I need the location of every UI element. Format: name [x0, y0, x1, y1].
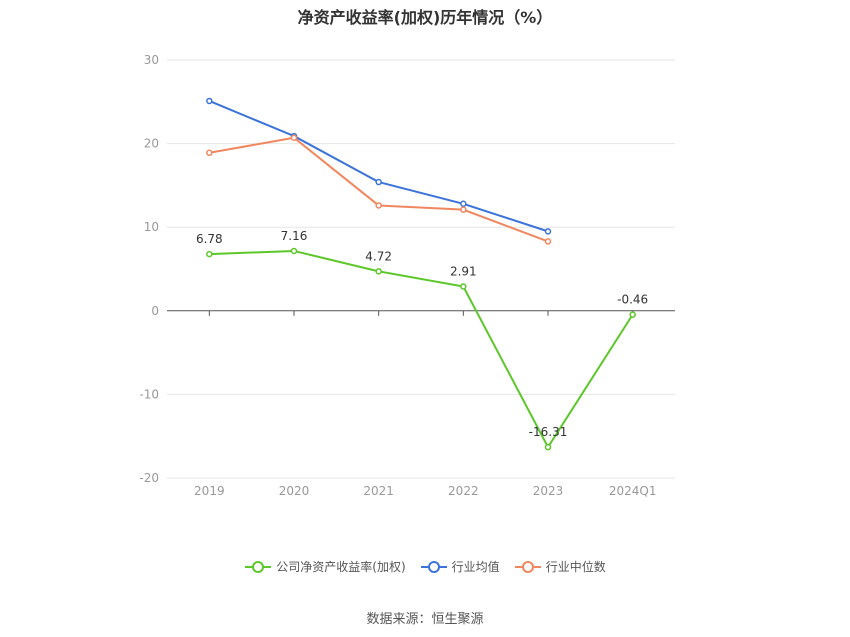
legend-swatch-icon: [514, 560, 541, 573]
grid-lines: [167, 59, 675, 479]
data-point: [290, 247, 298, 255]
legend: 公司净资产收益率(加权) 行业均值 行业中位数: [0, 558, 850, 575]
series-lines: [206, 97, 636, 451]
x-tick-label: 2023: [533, 484, 564, 498]
y-tick-label: -10: [139, 387, 159, 401]
legend-label: 行业中位数: [545, 560, 606, 574]
series-line: [209, 136, 549, 243]
legend-item[interactable]: 公司净资产收益率(加权): [244, 558, 406, 575]
y-tick-label: -20: [139, 471, 159, 485]
data-point: [375, 268, 382, 275]
data-point: [206, 149, 213, 157]
legend-swatch-icon: [420, 560, 447, 573]
chart-title: 净资产收益率(加权)历年情况（%）: [297, 8, 553, 27]
data-point: [544, 238, 552, 245]
legend-swatch-icon: [245, 560, 272, 573]
x-tick-label: 2021: [363, 484, 394, 498]
data-labels: 6.78 7.16 4.72 2.91 -16.31 -0.46: [196, 229, 648, 439]
legend-label: 公司净资产收益率(加权): [276, 560, 406, 574]
source-note: 数据来源：恒生聚源: [366, 612, 484, 627]
data-point: [206, 250, 213, 258]
data-label: -16.31: [529, 425, 568, 439]
data-point: [206, 97, 213, 105]
legend-item[interactable]: 行业均值: [420, 558, 500, 575]
data-point: [460, 283, 467, 290]
x-tick-label: 2020: [279, 484, 310, 498]
data-label: 2.91: [450, 264, 477, 278]
legend-item[interactable]: 行业中位数: [514, 558, 606, 575]
x-tick-label: 2024Q1: [609, 484, 657, 498]
data-point: [544, 443, 552, 451]
series-line: [209, 249, 634, 450]
data-point: [460, 200, 467, 208]
data-point: [375, 202, 382, 209]
data-point: [460, 206, 467, 213]
data-label: 6.78: [196, 232, 223, 246]
legend-label: 行业均值: [451, 560, 500, 574]
y-tick-label: 0: [151, 304, 159, 318]
data-point: [544, 228, 552, 235]
data-label: -0.46: [617, 293, 648, 307]
axes: 30 20 10 0 -10 -20 2019 2020 2021 2022 2023 2024Q1: [139, 53, 675, 498]
y-tick-label: 30: [144, 53, 159, 67]
data-label: 4.72: [365, 249, 392, 263]
series-line: [208, 100, 549, 233]
x-tick-label: 2019: [194, 484, 225, 498]
x-tick-label: 2022: [448, 484, 479, 498]
y-tick-label: 10: [144, 220, 159, 234]
data-point: [375, 178, 382, 186]
data-point: [290, 134, 298, 141]
y-tick-label: 20: [144, 137, 159, 151]
data-point: [629, 311, 636, 318]
data-label: 7.16: [281, 229, 308, 243]
